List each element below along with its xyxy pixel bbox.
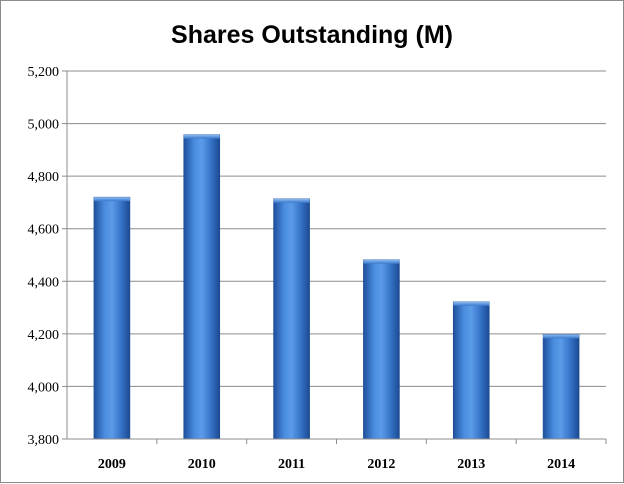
bar — [273, 198, 310, 440]
bar-cap — [273, 198, 310, 203]
y-tick-labels: 3,800 4,000 4,200 4,400 4,600 4,800 5,000 5,200 — [28, 65, 60, 448]
bar-cap — [453, 301, 490, 306]
axes — [66, 71, 607, 444]
y-tick-label: 4,600 — [28, 223, 60, 238]
x-tick-labels: 2009 2010 2011 2012 2013 2014 — [98, 457, 575, 472]
y-tick-label: 4,400 — [28, 275, 60, 290]
bar-cap — [363, 259, 400, 264]
gridlines — [62, 70, 606, 440]
y-tick-label: 4,800 — [28, 170, 60, 185]
bar — [542, 334, 580, 440]
y-tick-label: 4,200 — [28, 328, 60, 343]
y-tick-label: 5,200 — [28, 65, 60, 80]
bar-cap — [183, 134, 220, 139]
y-tick-label: 5,000 — [28, 118, 60, 133]
x-tick-label: 2009 — [98, 457, 126, 472]
y-tick-label: 3,800 — [28, 433, 60, 448]
chart-title: Shares Outstanding (M) — [171, 21, 453, 49]
bar — [93, 196, 131, 440]
bar-cap — [93, 197, 130, 202]
bar — [363, 259, 400, 440]
bar — [183, 134, 221, 440]
y-tick-label: 4,000 — [28, 380, 60, 395]
x-tick-label: 2010 — [188, 457, 216, 472]
bar — [452, 301, 490, 440]
bar-cap — [543, 334, 580, 339]
x-tick-label: 2013 — [457, 457, 485, 472]
bars — [93, 134, 580, 440]
x-tick-label: 2011 — [278, 457, 305, 472]
x-tick-label: 2014 — [547, 457, 575, 472]
x-tick-label: 2012 — [367, 457, 395, 472]
